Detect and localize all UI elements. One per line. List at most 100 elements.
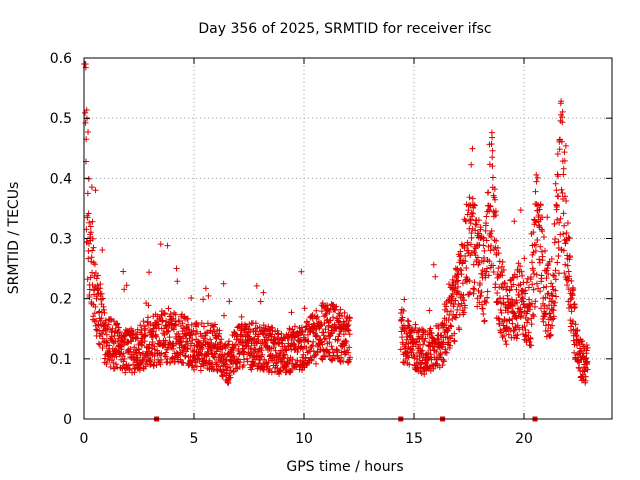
data-point: [331, 321, 338, 328]
data-point: [537, 305, 544, 312]
data-point: [559, 114, 566, 121]
data-point: [346, 331, 353, 338]
data-point: [227, 374, 234, 381]
data-point: [528, 300, 535, 307]
data-point: [551, 221, 558, 228]
data-point: [487, 203, 494, 210]
data-point: [458, 271, 465, 278]
data-point: [554, 171, 561, 178]
data-point: [443, 349, 450, 356]
data-point: [521, 323, 528, 330]
data-point: [236, 350, 243, 357]
data-point: [324, 302, 331, 309]
data-point: [486, 258, 493, 265]
data-point: [177, 333, 184, 340]
data-point: [467, 241, 474, 248]
data-point: [537, 288, 544, 295]
data-point: [559, 189, 566, 196]
data-point: [177, 339, 184, 346]
data-point: [117, 343, 124, 350]
data-point: [415, 328, 422, 335]
data-point: [227, 367, 234, 374]
data-point: [130, 329, 137, 336]
data-point: [165, 305, 172, 312]
data-point: [509, 320, 516, 327]
data-point: [99, 345, 106, 352]
data-point: [561, 270, 568, 277]
data-point: [474, 303, 481, 310]
data-point: [564, 262, 571, 269]
data-point: [514, 273, 521, 280]
data-point: [128, 338, 135, 345]
data-point: [452, 272, 459, 279]
data-point: [146, 357, 153, 364]
data-point: [90, 313, 97, 320]
data-point: [158, 350, 165, 357]
data-point: [123, 340, 130, 347]
data-point: [520, 300, 527, 307]
data-point: [538, 272, 545, 279]
data-point: [530, 229, 537, 236]
data-point: [520, 301, 527, 308]
data-point: [253, 282, 260, 289]
data-point: [215, 363, 222, 370]
data-point: [172, 321, 179, 328]
data-point: [459, 280, 466, 287]
data-point: [529, 251, 536, 258]
data-point: [562, 142, 569, 149]
data-point: [483, 237, 490, 244]
data-point: [466, 217, 473, 224]
data-point: [482, 227, 489, 234]
data-point: [400, 307, 407, 314]
data-point: [161, 352, 168, 359]
data-point: [294, 348, 301, 355]
data-point: [413, 329, 420, 336]
data-point: [197, 367, 204, 374]
data-point: [422, 335, 429, 342]
data-point: [159, 317, 166, 324]
data-point: [333, 303, 340, 310]
data-point: [191, 366, 198, 373]
data-point: [540, 284, 547, 291]
data-point: [198, 320, 205, 327]
data-point: [445, 281, 452, 288]
data-point: [401, 296, 408, 303]
data-point: [87, 229, 94, 236]
data-point: [579, 338, 586, 345]
data-point: [528, 342, 535, 349]
data-point: [190, 327, 197, 334]
data-point: [345, 327, 352, 334]
data-point: [321, 336, 328, 343]
data-point: [568, 277, 575, 284]
data-point: [499, 334, 506, 341]
data-point: [552, 287, 559, 294]
data-point: [177, 356, 184, 363]
data-point: [200, 296, 207, 303]
data-point: [463, 218, 470, 225]
data-point: [184, 315, 191, 322]
data-point: [553, 187, 560, 194]
data-point: [471, 279, 478, 286]
data-point: [403, 330, 410, 337]
data-point: [281, 343, 288, 350]
data-point: [185, 326, 192, 333]
data-point: [514, 322, 521, 329]
data-point: [570, 286, 577, 293]
data-point: [345, 321, 352, 328]
data-point: [539, 228, 546, 235]
data-point: [91, 261, 98, 268]
data-point: [536, 256, 543, 263]
y-tick-label: 0.3: [50, 232, 72, 248]
data-point: [487, 242, 494, 249]
data-point: [445, 317, 452, 324]
data-point: [294, 357, 301, 364]
data-point: [566, 254, 573, 261]
data-point: [162, 349, 169, 356]
data-point: [158, 356, 165, 363]
data-point: [500, 266, 507, 273]
x-tick-label: 5: [190, 431, 199, 447]
data-point: [237, 359, 244, 366]
data-point: [576, 365, 583, 372]
data-point: [170, 315, 177, 322]
data-point: [299, 345, 306, 352]
